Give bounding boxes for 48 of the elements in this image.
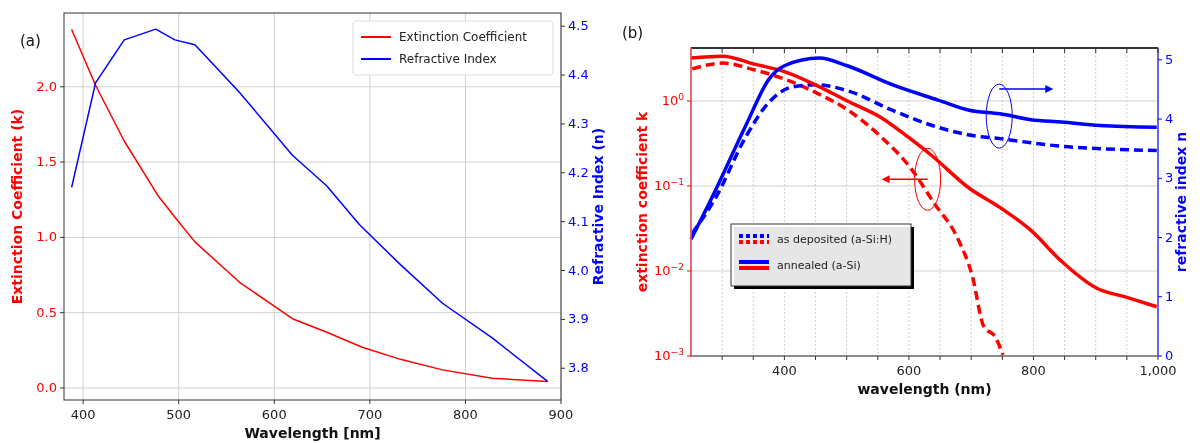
y-axis-title: Extinction Coefficient (k) [9, 108, 25, 305]
y2-tick-label: 4.0 [568, 262, 589, 278]
x-tick-label: 800 [453, 407, 478, 422]
y-tick-label: 1.0 [36, 229, 57, 245]
line-series [690, 61, 1005, 357]
text: (a) [20, 32, 41, 50]
legend-label: Refractive Index [399, 52, 497, 66]
y2-tick-label: 0 [1165, 348, 1174, 363]
legend-label: annealed (a-Si) [777, 259, 861, 272]
y-tick-label: 1.5 [36, 154, 57, 170]
x-tick-label: 900 [548, 407, 574, 422]
y2-tick-label: 3.8 [568, 360, 589, 376]
y2-tick-label: 4.5 [568, 18, 589, 34]
y-tick-label: 10$^{−3}$ [654, 347, 685, 363]
y2-tick-label: 4.2 [568, 164, 589, 180]
y2-axis-title: Refractive Index (n) [590, 127, 606, 286]
y2-tick-label: 4 [1165, 111, 1174, 127]
y2-tick-label: 2 [1165, 229, 1174, 245]
y-tick-label: 0.5 [36, 304, 57, 320]
y2-tick-label: 4.4 [568, 67, 589, 83]
x-tick-label: 600 [896, 363, 922, 378]
y2-axis-title: refractive index n [1173, 131, 1189, 273]
y2-tick-label: 3.9 [568, 311, 589, 327]
chart-title: (b) [622, 24, 644, 42]
y-tick-label: 0.0 [36, 379, 57, 395]
y2-tick-label: 3 [1165, 170, 1174, 186]
y2-tick-label: 4.1 [568, 213, 589, 229]
y-tick-label: 10$^{0}$ [661, 91, 685, 108]
x-tick-label: 400 [70, 407, 96, 422]
y-tick-label: 10$^{−2}$ [654, 261, 684, 278]
y-tick-label: 2.0 [36, 78, 57, 94]
x-tick-label: 1,000 [1139, 363, 1177, 378]
y2-tick-label: 4.3 [568, 115, 589, 131]
x-tick-label: 400 [771, 363, 797, 378]
legend-label: as deposited (a-Si:H) [777, 233, 893, 246]
x-tick-label: 700 [357, 407, 383, 422]
x-tick-label: 500 [166, 407, 192, 422]
x-axis-title: wavelength (nm) [857, 381, 992, 397]
y2-tick-label: 1 [1165, 288, 1174, 304]
legend-label: Extinction Coefficient [399, 30, 528, 44]
y-tick-label: 10$^{−1}$ [654, 176, 684, 193]
line-series [689, 54, 1159, 309]
x-tick-label: 600 [261, 407, 287, 422]
x-tick-label: 800 [1021, 363, 1046, 378]
line-series [70, 28, 549, 383]
x-axis-title: Wavelength [nm] [244, 425, 381, 441]
y-axis-title: extinction coefficient k [634, 110, 650, 293]
y2-tick-label: 5 [1165, 51, 1174, 67]
